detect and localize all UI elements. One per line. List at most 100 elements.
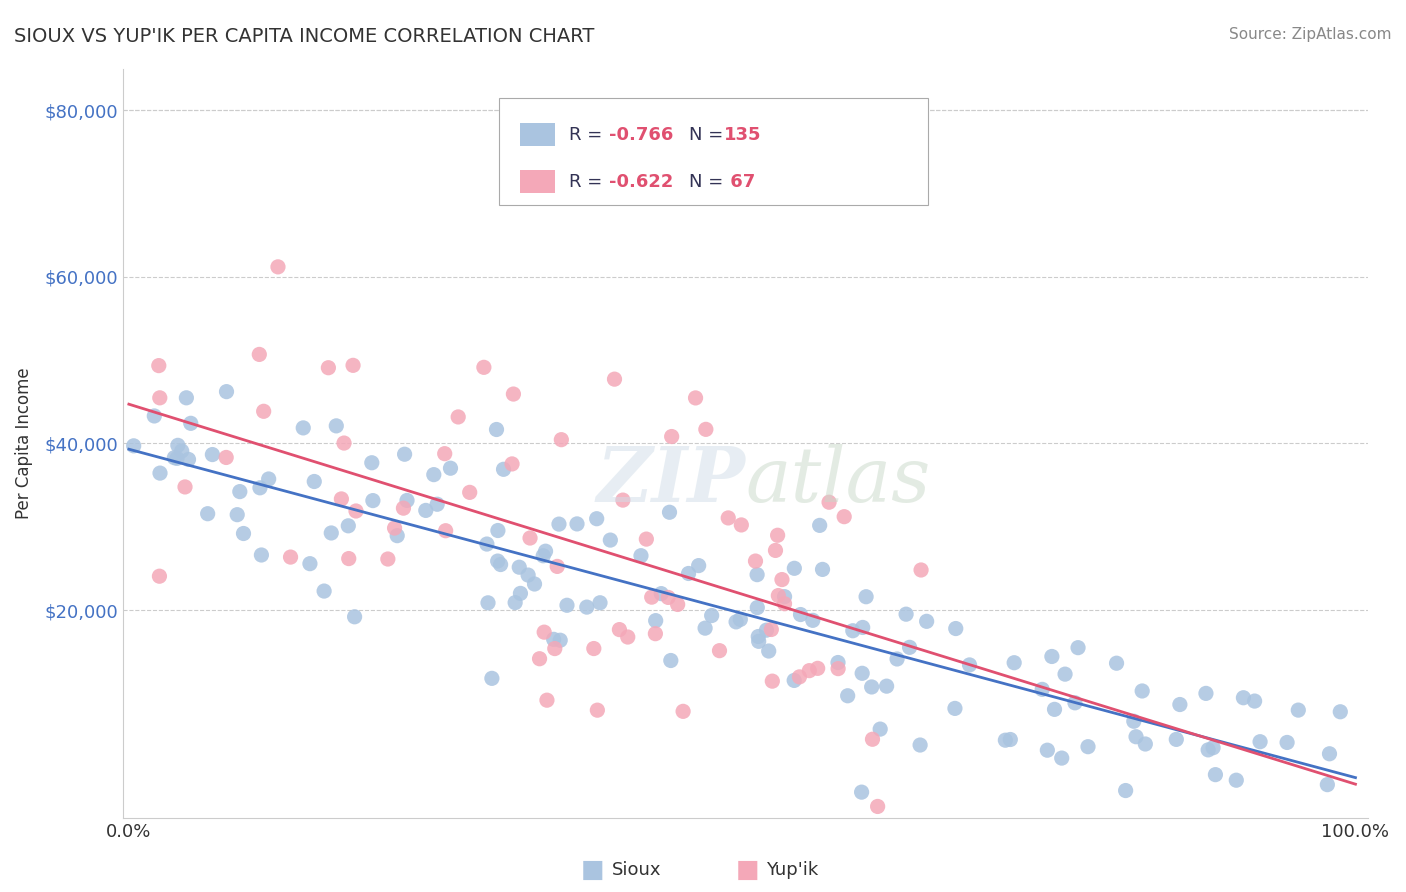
Point (851, 666, 873, 681)
Point (394, 447, 416, 461)
Point (122, 439, 145, 453)
Point (1225, 773, 1247, 788)
Point (180, 417, 202, 431)
Point (501, 457, 523, 471)
Point (337, 551, 360, 566)
Point (688, 558, 710, 573)
Point (876, 679, 898, 693)
Point (360, 456, 382, 470)
Point (1135, 737, 1157, 751)
Point (586, 703, 609, 717)
Point (148, 359, 170, 373)
Point (477, 596, 499, 610)
Point (910, 563, 932, 577)
Point (898, 640, 921, 655)
Point (343, 609, 366, 624)
Point (533, 625, 555, 640)
Point (226, 508, 249, 522)
Point (536, 693, 558, 707)
Point (503, 596, 526, 610)
Point (808, 518, 831, 533)
Point (1122, 714, 1144, 729)
Point (215, 450, 238, 465)
Text: R =: R = (569, 173, 609, 191)
Point (765, 543, 787, 558)
Point (768, 589, 790, 603)
Text: 135: 135 (724, 126, 762, 144)
Point (730, 612, 752, 626)
Point (344, 504, 367, 518)
Point (827, 656, 849, 670)
Point (1275, 735, 1298, 749)
Point (678, 566, 700, 581)
Point (755, 623, 778, 637)
Point (1067, 640, 1090, 655)
Point (730, 517, 752, 532)
Point (837, 689, 859, 703)
Point (485, 423, 508, 437)
Point (832, 509, 855, 524)
Text: ZIP: ZIP (596, 444, 745, 518)
Point (1204, 767, 1226, 781)
Point (709, 643, 731, 657)
Point (609, 623, 631, 637)
Point (548, 633, 571, 648)
Point (799, 664, 821, 678)
Point (657, 591, 679, 605)
Point (855, 590, 877, 604)
Point (582, 641, 605, 656)
Point (661, 429, 683, 443)
Point (247, 347, 270, 361)
Point (862, 732, 884, 747)
Point (630, 549, 652, 563)
Point (1232, 690, 1254, 705)
Point (321, 526, 343, 541)
Point (550, 433, 572, 447)
Text: Yup'ik: Yup'ik (766, 861, 818, 879)
Point (745, 567, 768, 582)
Point (1168, 698, 1191, 712)
Point (314, 584, 336, 599)
Point (387, 529, 409, 543)
Point (472, 360, 495, 375)
Text: Sioux: Sioux (612, 861, 661, 879)
Point (232, 526, 254, 541)
Point (685, 391, 707, 405)
Point (1329, 705, 1351, 719)
Point (486, 554, 509, 568)
Point (612, 493, 634, 508)
Point (650, 586, 672, 600)
Point (725, 615, 748, 629)
Point (565, 516, 588, 531)
Point (166, 451, 188, 466)
Text: N =: N = (689, 173, 728, 191)
Point (1125, 730, 1147, 744)
Point (908, 738, 931, 752)
Point (1130, 684, 1153, 698)
Point (229, 484, 252, 499)
Point (1202, 740, 1225, 755)
Point (197, 507, 219, 521)
Point (415, 503, 437, 517)
Text: N =: N = (689, 126, 728, 144)
Point (575, 600, 598, 615)
Point (330, 491, 353, 506)
Point (866, 799, 889, 814)
Point (509, 586, 531, 600)
Point (641, 590, 664, 604)
Point (517, 568, 540, 582)
Point (589, 596, 612, 610)
Point (666, 598, 689, 612)
Point (1166, 732, 1188, 747)
Point (761, 674, 783, 689)
Point (1036, 743, 1059, 757)
Point (529, 651, 551, 665)
Text: ■: ■ (581, 858, 605, 881)
Point (176, 391, 198, 405)
Text: Source: ZipAtlas.com: Source: ZipAtlas.com (1229, 27, 1392, 42)
Point (1197, 743, 1219, 757)
Point (201, 448, 224, 462)
Point (801, 613, 824, 627)
Point (818, 495, 841, 509)
Point (994, 733, 1017, 747)
